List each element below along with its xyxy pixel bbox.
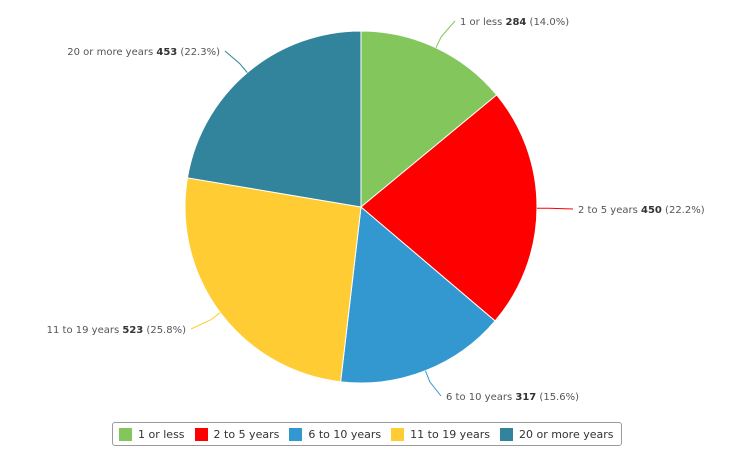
- data-label-value: 523: [122, 325, 143, 336]
- legend-label-20-or-more-years: 20 or more years: [518, 427, 614, 441]
- pie-slice-20-or-more-years[interactable]: [186, 30, 362, 208]
- pie-slice-6-to-10-years[interactable]: [340, 206, 496, 384]
- pie-slice-1-or-less[interactable]: [360, 30, 498, 209]
- legend-swatch-20-or-more-years: [499, 427, 513, 441]
- data-label-category: 20 or more years: [67, 47, 156, 58]
- legend-swatch-2-to-5-years: [194, 427, 208, 441]
- legend-swatch-6-to-10-years: [289, 427, 303, 441]
- data-label-category: 6 to 10 years: [446, 392, 515, 403]
- data-labels-layer: 1 or less 284 (14.0%) 2 to 5 years 450 (2…: [47, 17, 705, 403]
- data-label-20-or-more-years: 20 or more years 453 (22.3%): [67, 47, 220, 58]
- legend-label-6-to-10-years: 6 to 10 years: [308, 427, 382, 441]
- legend-label-2-to-5-years: 2 to 5 years: [213, 427, 280, 441]
- data-label-value: 317: [515, 392, 536, 403]
- leader-line-1-or-less: [435, 20, 456, 48]
- data-label-percent: (15.6%): [536, 392, 579, 403]
- legend-label-1-or-less: 1 or less: [138, 427, 185, 441]
- legend-swatch-1-or-less: [119, 427, 132, 441]
- data-label-value: 284: [505, 17, 526, 28]
- leader-line-20-or-more-years: [224, 50, 248, 73]
- slices-layer: [184, 30, 538, 384]
- data-label-2-to-5-years: 2 to 5 years 450 (22.2%): [578, 205, 705, 216]
- data-label-1-or-less: 1 or less 284 (14.0%): [460, 17, 569, 28]
- data-label-percent: (22.3%): [177, 47, 220, 58]
- leader-line-11-to-19-years: [190, 312, 221, 330]
- legend-item-20-or-more-years[interactable]: 20 or more years: [499, 427, 614, 441]
- data-label-value: 450: [641, 205, 662, 216]
- pie-slice-11-to-19-years[interactable]: [184, 177, 362, 383]
- pie-slice-2-to-5-years[interactable]: [360, 94, 538, 322]
- data-label-value: 453: [156, 47, 177, 58]
- legend-item-11-to-19-years[interactable]: 11 to 19 years: [391, 427, 490, 441]
- legend-swatch-11-to-19-years: [391, 427, 405, 441]
- data-label-percent: (14.0%): [526, 17, 569, 28]
- legend-item-1-or-less[interactable]: 1 or less: [119, 427, 185, 441]
- pie-chart-svg: 1 or less 284 (14.0%) 2 to 5 years 450 (2…: [47, 17, 705, 403]
- legend-label-11-to-19-years: 11 to 19 years: [410, 427, 490, 441]
- leader-line-6-to-10-years: [425, 370, 442, 397]
- data-label-percent: (22.2%): [662, 205, 705, 216]
- legend-item-2-to-5-years[interactable]: 2 to 5 years: [194, 427, 280, 441]
- data-label-6-to-10-years: 6 to 10 years 317 (15.6%): [446, 392, 579, 403]
- legend: 1 or less 2 to 5 years 6 to 10 years 11 …: [112, 422, 623, 446]
- data-label-category: 1 or less: [460, 17, 505, 28]
- legend-item-6-to-10-years[interactable]: 6 to 10 years: [289, 427, 382, 441]
- data-label-percent: (25.8%): [143, 325, 186, 336]
- data-label-category: 11 to 19 years: [47, 325, 123, 336]
- data-label-11-to-19-years: 11 to 19 years 523 (25.8%): [47, 325, 186, 336]
- leader-lines-layer: [190, 20, 574, 397]
- leader-line-2-to-5-years: [536, 207, 574, 210]
- data-label-category: 2 to 5 years: [578, 205, 641, 216]
